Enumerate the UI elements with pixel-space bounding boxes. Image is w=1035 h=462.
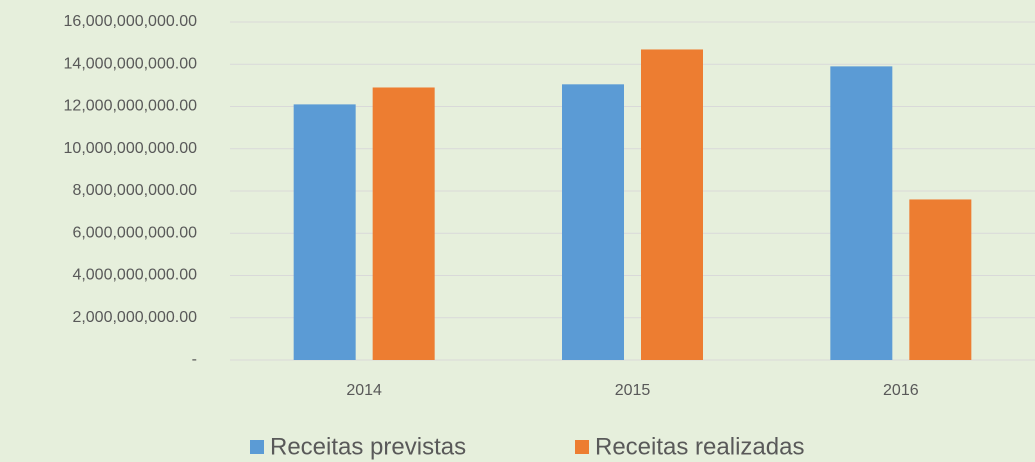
y-tick-label: 14,000,000,000.00 bbox=[64, 55, 198, 72]
x-tick-label: 2016 bbox=[883, 382, 919, 399]
legend-label: Receitas previstas bbox=[270, 433, 466, 460]
y-tick-label: 8,000,000,000.00 bbox=[72, 182, 197, 199]
y-tick-label: 16,000,000,000.00 bbox=[64, 13, 198, 30]
bar bbox=[372, 87, 435, 361]
y-tick-label: - bbox=[192, 351, 197, 368]
y-tick-label: 6,000,000,000.00 bbox=[72, 224, 197, 241]
bar bbox=[641, 49, 703, 361]
bar bbox=[562, 84, 624, 360]
y-tick-label: 10,000,000,000.00 bbox=[64, 140, 198, 157]
bar bbox=[293, 104, 356, 360]
bar bbox=[909, 199, 972, 360]
y-tick-label: 12,000,000,000.00 bbox=[64, 98, 198, 115]
x-tick-label: 2014 bbox=[346, 382, 382, 399]
x-tick-label: 2015 bbox=[615, 382, 651, 399]
legend-swatch bbox=[575, 440, 589, 454]
legend-swatch bbox=[250, 440, 264, 454]
y-tick-label: 4,000,000,000.00 bbox=[72, 267, 197, 284]
legend-label: Receitas realizadas bbox=[595, 433, 804, 460]
bar bbox=[830, 66, 893, 361]
y-tick-label: 2,000,000,000.00 bbox=[72, 309, 197, 326]
